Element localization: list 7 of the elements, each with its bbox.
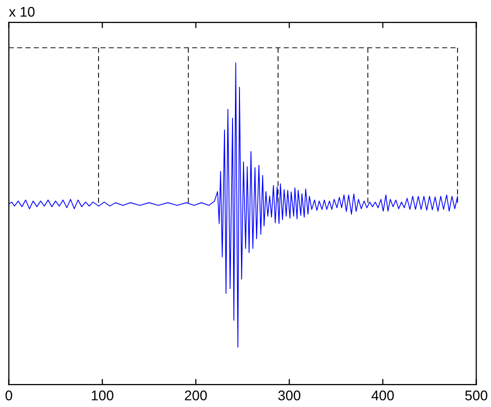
x-tick-label: 0 — [6, 390, 12, 400]
x-tick-label: 400 — [372, 390, 394, 400]
text: x 10 — [8, 6, 35, 17]
x-tick-label: 300 — [278, 390, 300, 400]
x-tick-label: 100 — [92, 390, 114, 400]
x-tick-label: 500 — [465, 390, 488, 400]
x-tick-label: 200 — [184, 390, 207, 400]
